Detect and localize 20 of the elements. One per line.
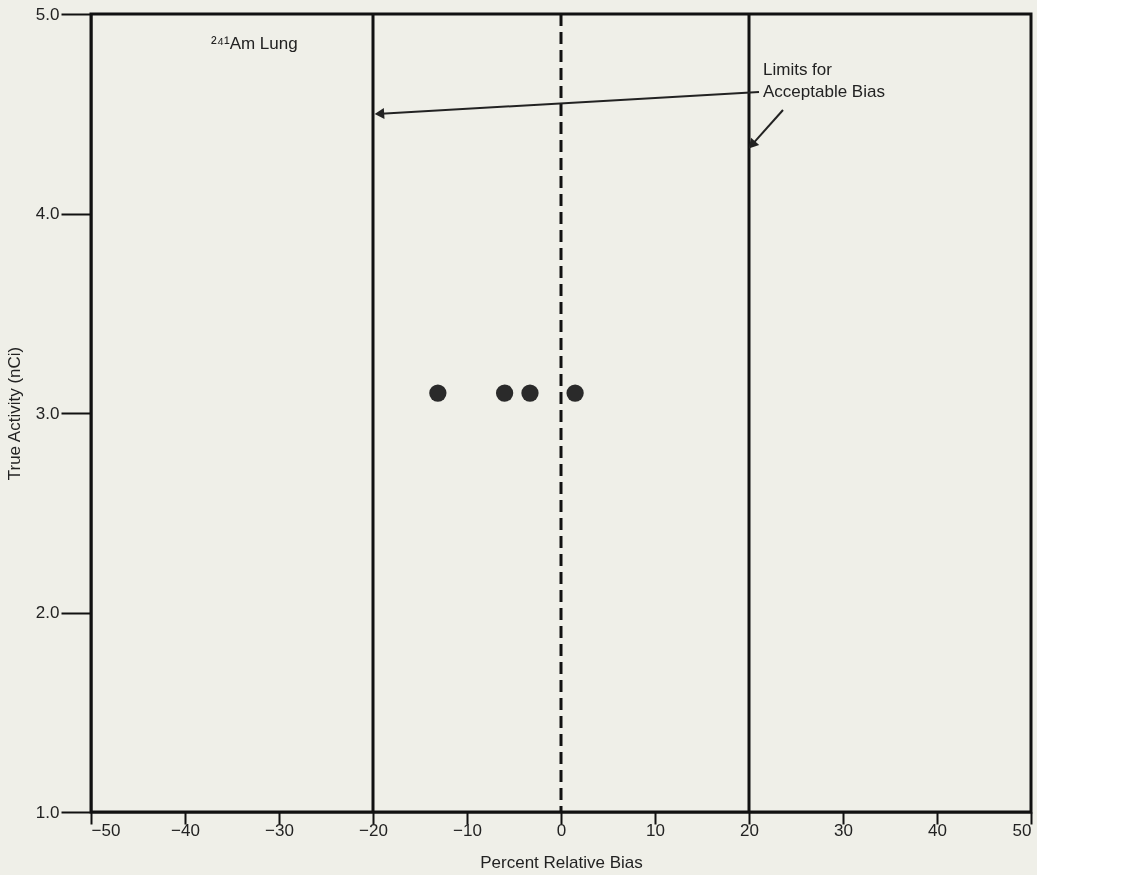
x-tick-label: 10	[646, 820, 665, 840]
x-tick-label: −40	[171, 820, 200, 840]
y-tick-label: 4.0	[35, 204, 60, 223]
annotation: ²⁴¹Am Lung	[211, 34, 298, 53]
x-tick-label: −50	[91, 820, 121, 840]
y-tick-label: 5.0	[35, 4, 60, 24]
x-tick-label: −10	[453, 820, 482, 840]
x-tick-label: 0	[556, 820, 567, 840]
y-tick-label: 2.0	[35, 603, 60, 622]
x-tick-label: 20	[740, 820, 759, 840]
y-tick-label: 1.0	[35, 802, 60, 822]
x-tick-label: 40	[928, 820, 947, 840]
y-tick-label: 3.0	[35, 403, 60, 423]
y-axis-title: True Activity (nCi)	[4, 346, 24, 481]
x-tick-label: 50	[1012, 820, 1032, 840]
x-tick-label: −30	[265, 820, 294, 840]
x-tick-label: 30	[834, 820, 853, 840]
x-tick-label: −20	[359, 820, 388, 840]
x-axis-title: Percent Relative Bias	[480, 852, 643, 872]
annotation: Limits for Acceptable Bias	[763, 60, 885, 101]
